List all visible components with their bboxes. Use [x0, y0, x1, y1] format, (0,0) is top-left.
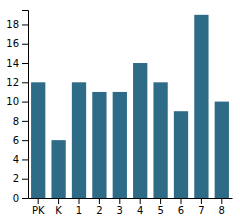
x-tick-label: 8	[219, 205, 225, 216]
y-tick-label: 16	[6, 38, 19, 49]
y-tick-label: 0	[13, 193, 19, 204]
y-tick: 16	[6, 38, 28, 49]
x-tick-mark	[79, 198, 80, 204]
x-tick-mark	[140, 198, 141, 204]
bar	[72, 82, 86, 198]
x-tick-label: 7	[198, 205, 204, 216]
y-tick-label: 6	[13, 135, 19, 146]
y-tick: 12	[6, 77, 28, 88]
plot-area	[31, 15, 229, 198]
x-tick-label: 3	[117, 205, 123, 216]
x-tick: 7	[198, 198, 204, 216]
y-tick-mark	[22, 140, 28, 141]
x-axis: PK K 1 2 3 4 5 6 7 8	[29, 198, 233, 216]
bar	[153, 82, 167, 198]
y-tick-mark	[22, 44, 28, 45]
y-tick-mark	[22, 121, 28, 122]
x-tick-label: 5	[157, 205, 163, 216]
x-tick: PK	[32, 198, 45, 216]
y-axis: 0 2 4 6 8 10 12 14 16 18	[6, 11, 28, 204]
x-tick-label: 6	[178, 205, 184, 216]
bar	[113, 92, 127, 198]
y-tick-mark	[22, 198, 28, 199]
bar	[194, 15, 208, 198]
bar	[215, 102, 229, 198]
x-tick-mark	[38, 198, 39, 204]
y-tick: 8	[13, 116, 28, 127]
x-tick-mark	[58, 198, 59, 204]
y-tick-mark	[22, 24, 28, 25]
x-tick-label: K	[55, 205, 62, 216]
x-tick-label: 1	[76, 205, 82, 216]
x-tick-mark	[201, 198, 202, 204]
x-tick: K	[55, 198, 62, 216]
y-tick-mark	[22, 159, 28, 160]
y-tick-label: 4	[13, 154, 19, 165]
y-tick-label: 14	[6, 58, 19, 69]
x-tick: 8	[219, 198, 225, 216]
y-tick-mark	[22, 82, 28, 83]
x-tick-mark	[99, 198, 100, 204]
y-tick-mark	[22, 63, 28, 64]
x-tick-mark	[221, 198, 222, 204]
y-axis-line	[22, 11, 29, 199]
y-tick: 6	[13, 135, 28, 146]
x-tick: 5	[157, 198, 163, 216]
y-tick-mark	[22, 102, 28, 103]
x-tick: 4	[137, 198, 143, 216]
x-tick-mark	[181, 198, 182, 204]
y-tick-mark	[22, 179, 28, 180]
x-tick-label: 4	[137, 205, 143, 216]
x-tick: 1	[76, 198, 82, 216]
x-tick-mark	[160, 198, 161, 204]
y-tick-label: 18	[6, 19, 19, 30]
bar	[133, 63, 147, 198]
y-tick-label: 2	[13, 173, 19, 184]
x-tick-label: 2	[96, 205, 102, 216]
y-tick: 0	[13, 193, 28, 204]
y-tick-label: 8	[13, 116, 19, 127]
y-tick-label: 10	[6, 96, 19, 107]
bar	[51, 140, 65, 198]
x-tick-label: PK	[32, 205, 45, 216]
x-tick-mark	[119, 198, 120, 204]
bar	[92, 92, 106, 198]
y-tick: 4	[13, 154, 28, 165]
x-tick: 2	[96, 198, 102, 216]
x-tick: 3	[117, 198, 123, 216]
y-tick: 18	[6, 19, 28, 30]
x-tick: 6	[178, 198, 184, 216]
y-tick: 14	[6, 58, 28, 69]
bar	[174, 111, 188, 198]
chart-container: PKK12345678024681012141618	[0, 0, 240, 220]
chart-svg: PKK12345678024681012141618	[0, 0, 240, 220]
y-tick: 10	[6, 96, 28, 107]
y-tick-label: 12	[6, 77, 19, 88]
bar	[31, 82, 45, 198]
y-tick: 2	[13, 173, 28, 184]
